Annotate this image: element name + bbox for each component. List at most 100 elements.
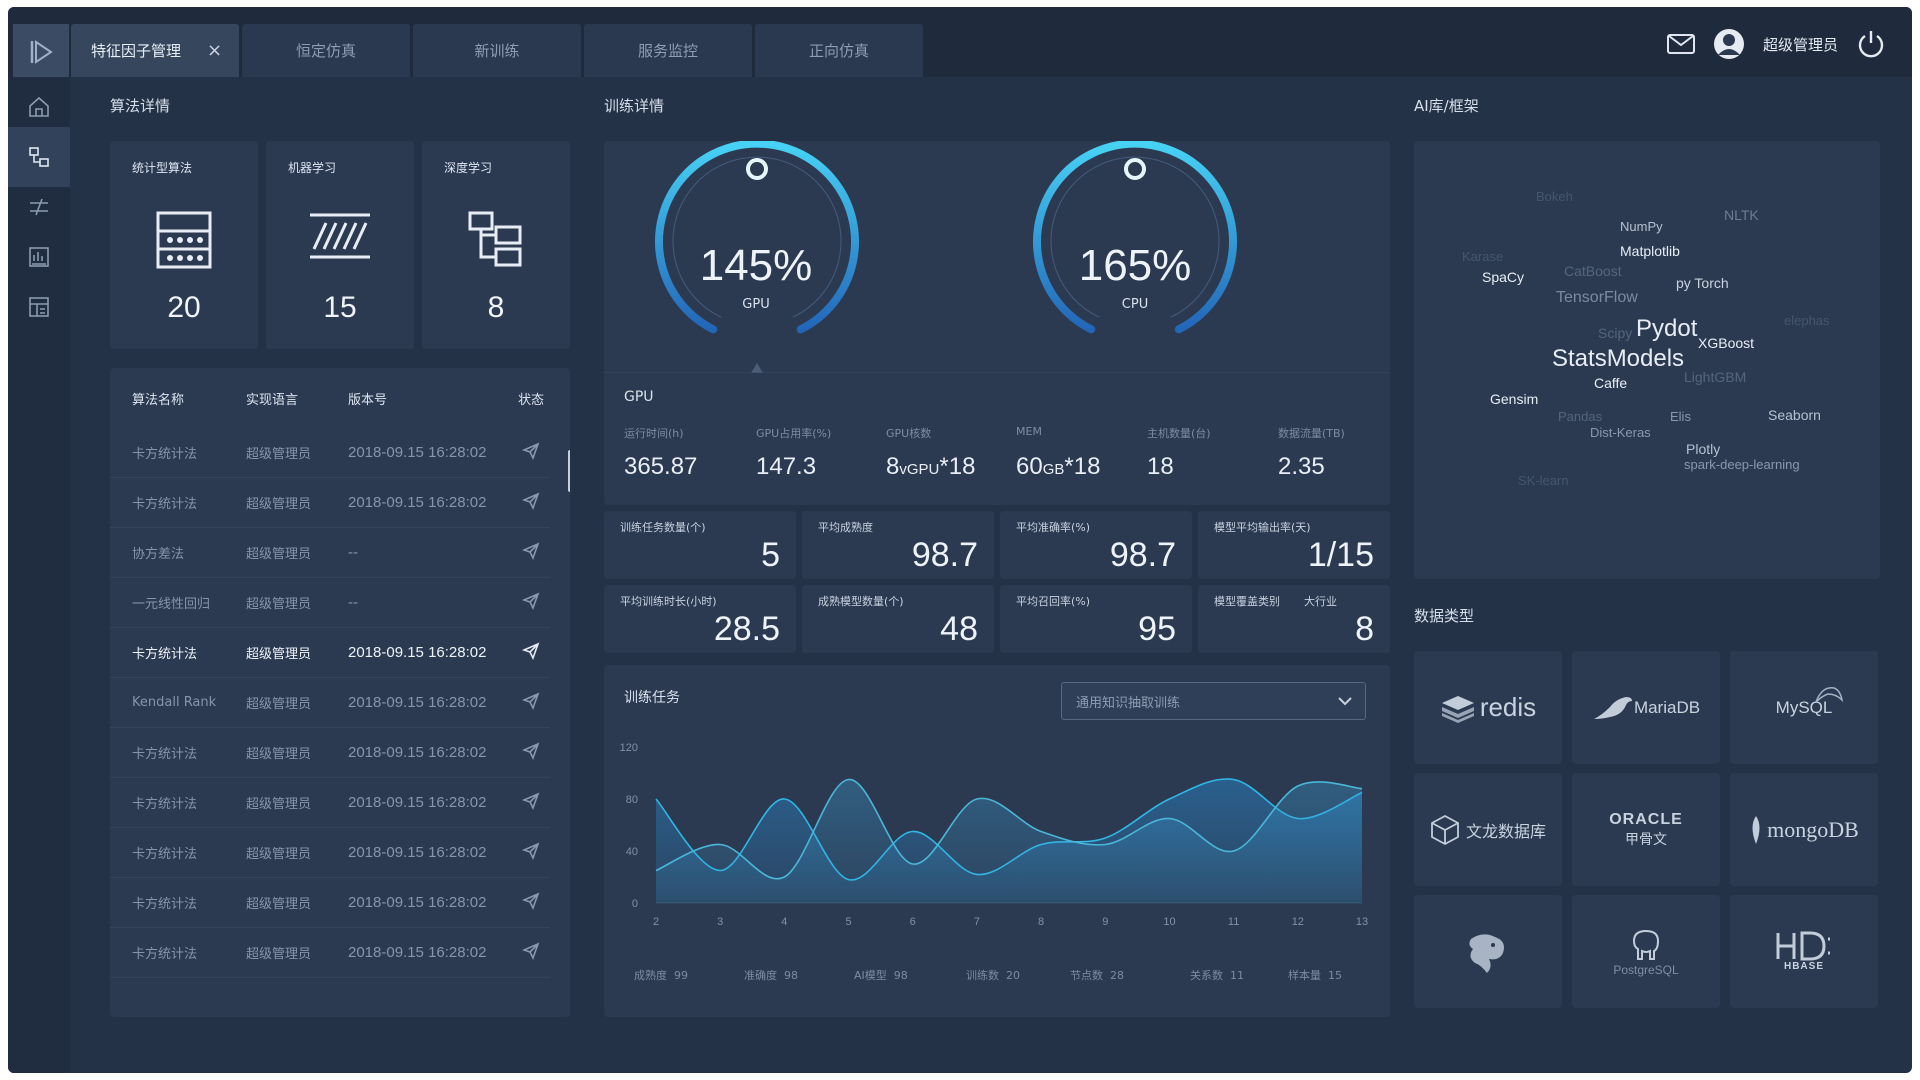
ai-lib-word[interactable]: SK-learn [1518,473,1569,488]
series-2-line [655,778,1363,880]
power-icon[interactable] [1856,29,1886,59]
category-card-machine-learning[interactable]: 机器学习 15 [266,141,414,349]
gauge-knob [746,158,768,180]
gpu-gauge-value: 145% [699,241,813,290]
tab-label: 服务监控 [637,42,698,60]
category-card-deep-learning[interactable]: 深度学习 8 [422,141,570,349]
send-icon[interactable] [521,592,540,614]
algo-name: Kendall Rank [132,695,217,710]
table-row[interactable]: Kendall Rank 超级管理员 2018-09.15 16:28:02 [110,678,550,728]
db-tile-hbase[interactable]: HBASE [1730,895,1878,1008]
ai-lib-word[interactable]: Bokeh [1536,189,1573,204]
table-row[interactable]: 卡方统计法 超级管理员 2018-09.15 16:28:02 [110,428,550,478]
ai-lib-word[interactable]: Karase [1462,249,1504,264]
send-icon[interactable] [521,642,540,664]
ai-lib-word[interactable]: TensorFlow [1556,289,1638,306]
gpu-title: GPU [624,389,654,405]
tab-new-training[interactable]: 新训练 [413,24,581,77]
db-name: 文龙数据库 [1465,823,1546,841]
ai-lib-word[interactable]: spark-deep-learning [1684,457,1800,472]
table-row[interactable]: 一元线性回归 超级管理员 -- [110,578,550,628]
send-icon[interactable] [521,442,540,464]
algo-name: 卡方统计法 [132,947,198,962]
ai-lib-word[interactable]: NLTK [1724,207,1759,223]
send-icon[interactable] [521,692,540,714]
algo-version: -- [348,544,358,561]
db-name: redis [1479,692,1537,722]
table-row[interactable]: 卡方统计法 超级管理员 2018-09.15 16:28:02 [110,828,550,878]
ai-lib-word[interactable]: SpaCy [1482,269,1525,285]
ai-lib-word[interactable]: Pandas [1558,409,1603,424]
table-row[interactable]: 卡方统计法 超级管理员 2018-09.15 16:28:02 [110,628,550,678]
db-tile-mysql[interactable]: MySQL [1730,651,1878,764]
tab-feature-factor[interactable]: 特征因子管理 × [71,24,239,77]
ai-lib-word[interactable]: Elis [1670,409,1691,424]
tree-structure-icon [468,211,522,267]
ai-lib-word[interactable]: NumPy [1620,219,1663,234]
db-tile-redis[interactable]: redis [1414,651,1562,764]
header-version: 版本号 [348,392,388,408]
send-icon[interactable] [521,892,540,914]
algo-language: 超级管理员 [246,697,312,712]
sidebar-item-algorithm[interactable] [8,127,70,187]
table-row[interactable]: 卡方统计法 超级管理员 2018-09.15 16:28:02 [110,478,550,528]
algo-language: 超级管理员 [246,897,312,912]
chart-footer-item: 成熟度 99 [634,969,688,982]
ai-lib-title: AI库/框架 [1414,97,1479,115]
ai-lib-word[interactable]: CatBoost [1564,263,1622,279]
sidebar-item-report[interactable] [8,227,70,287]
avatar[interactable] [1713,28,1745,60]
table-scrollbar[interactable] [568,450,570,492]
send-icon[interactable] [521,842,540,864]
ai-lib-word[interactable]: Plotly [1686,441,1721,457]
algorithm-table: 算法名称 实现语言 版本号 状态 卡方统计法 超级管理员 2018-09.15 16… [110,368,570,1017]
ai-lib-word[interactable]: Gensim [1490,391,1539,407]
table-row[interactable]: 协方差法 超级管理员 -- [110,528,550,578]
ai-lib-word[interactable]: Seaborn [1768,407,1821,423]
sidebar-item-home[interactable] [8,77,70,137]
ai-lib-word[interactable]: py Torch [1676,275,1729,291]
table-row[interactable]: 卡方统计法 超级管理员 2018-09.15 16:28:02 [110,728,550,778]
tab-constant-sim[interactable]: 恒定仿真 [242,24,410,77]
tab-service-monitor[interactable]: 服务监控 [584,24,752,77]
ai-lib-word[interactable]: LightGBM [1684,369,1747,385]
db-tile-mariadb[interactable]: MariaDB [1572,651,1720,764]
ai-lib-word[interactable]: Scipy [1598,325,1633,341]
mail-icon[interactable] [1666,33,1695,55]
task-type-select[interactable]: 通用知识抽取训练 [1061,682,1366,720]
ai-lib-word[interactable]: XGBoost [1698,335,1755,351]
series-2-area [656,779,1362,903]
kpi-avg-train-time: 平均训练时长(小时) 28.5 [604,585,796,653]
table-row[interactable]: 卡方统计法 超级管理员 2018-09.15 16:28:02 [110,878,550,928]
table-row[interactable]: 卡方统计法 超级管理员 2018-09.15 16:28:02 [110,778,550,828]
ai-lib-word[interactable]: StatsModels [1552,345,1685,372]
table-row[interactable]: 卡方统计法 超级管理员 2018-09.15 16:28:02 [110,928,550,978]
category-card-statistical[interactable]: 统计型算法 20 [110,141,258,349]
ai-lib-word[interactable]: Pydot [1636,315,1698,342]
send-icon[interactable] [521,742,540,764]
send-icon[interactable] [521,792,540,814]
sidebar-item-code[interactable] [8,177,70,237]
sidebar-item-layout[interactable] [8,277,70,337]
chevron-down-icon [1338,697,1352,706]
send-icon[interactable] [521,542,540,564]
ai-lib-word[interactable]: Dist-Keras [1590,425,1651,440]
app-logo[interactable] [13,24,69,80]
send-icon[interactable] [521,942,540,964]
gpu-panel: 145% GPU 165% CPU GPU 运行时间(h) 365.87 GPU… [604,141,1390,505]
user-name[interactable]: 超级管理员 [1762,35,1838,54]
close-icon[interactable]: × [207,40,223,61]
send-icon[interactable] [521,492,540,514]
ai-lib-word[interactable]: Caffe [1594,375,1628,391]
gauge-arc [1033,141,1237,334]
db-tile-mongodb[interactable]: mongoDB [1730,773,1878,886]
category-label: 统计型算法 [132,161,193,175]
category-label: 机器学习 [288,161,337,175]
db-tile-wenlong[interactable]: 文龙数据库 [1414,773,1562,886]
db-tile-postgresql[interactable]: PostgreSQL [1572,895,1720,1008]
ai-lib-word[interactable]: elephas [1784,313,1830,328]
ai-lib-word[interactable]: Matplotlib [1620,243,1680,259]
db-tile-dragon[interactable] [1414,895,1562,1008]
db-tile-oracle[interactable]: ORACLE 甲骨文 [1572,773,1720,886]
tab-forward-sim[interactable]: 正向仿真 [755,24,923,77]
